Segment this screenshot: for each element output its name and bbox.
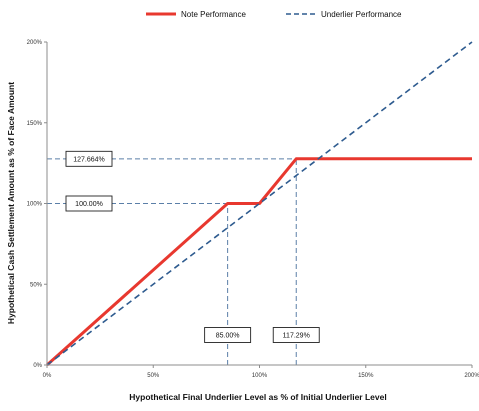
legend: Note Performance Underlier Performance <box>146 10 402 19</box>
legend-label-underlier-performance: Underlier Performance <box>321 10 402 19</box>
callout-box <box>204 327 252 343</box>
x-tick-label: 50% <box>147 373 160 379</box>
legend-label-note-performance: Note Performance <box>181 10 246 19</box>
callout-label: 127.664% <box>73 156 105 163</box>
underlier-performance-line <box>46 41 473 366</box>
tick-labels: 0% 50% 100% 150% 200% 0% 50% 100% 150% 200% <box>27 40 479 379</box>
callout-box <box>65 195 113 212</box>
callout-label: 117.29% <box>283 333 310 340</box>
note-performance-line <box>46 157 472 367</box>
y-tick-label: 100% <box>27 202 43 208</box>
series-layer <box>46 41 473 367</box>
x-tick-label: 0% <box>43 373 52 379</box>
y-tick-label: 0% <box>33 363 42 369</box>
x-axis-title: Hypothetical Final Underlier Level as % … <box>129 392 386 402</box>
y-tick-label: 200% <box>27 40 43 46</box>
callouts: 127.664% 100.00% 85.00% 117.29% <box>65 150 320 343</box>
x-tick-label: 200% <box>464 373 479 379</box>
x-tick-label: 150% <box>358 373 374 379</box>
y-axis-title: Hypothetical Cash Settlement Amount as %… <box>6 82 16 324</box>
x-tick-label: 100% <box>252 373 268 379</box>
callout-box <box>65 150 113 167</box>
axes <box>44 41 473 368</box>
callout-box <box>272 327 320 343</box>
reference-lines <box>47 158 297 365</box>
callout-label: 85.00% <box>216 333 240 340</box>
y-tick-label: 150% <box>27 121 43 127</box>
callout-label: 100.00% <box>75 201 103 208</box>
y-tick-label: 50% <box>30 282 43 288</box>
